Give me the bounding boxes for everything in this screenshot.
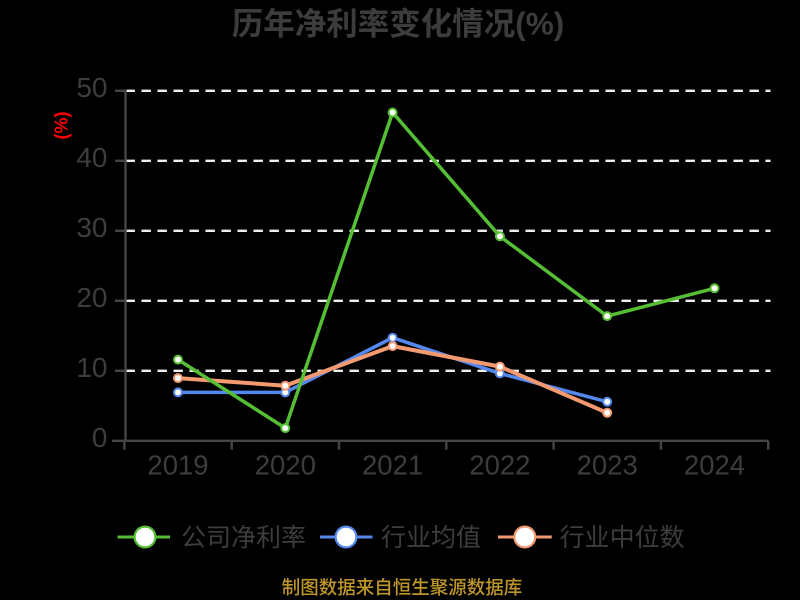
svg-text:制图数据来自恒生聚源数据库: 制图数据来自恒生聚源数据库	[282, 577, 523, 598]
svg-text:30: 30	[76, 212, 107, 243]
svg-text:2019: 2019	[147, 450, 208, 481]
svg-text:(%): (%)	[52, 112, 72, 140]
svg-text:40: 40	[76, 142, 107, 173]
svg-text:2020: 2020	[255, 450, 316, 481]
svg-text:公司净利率: 公司净利率	[181, 524, 306, 552]
svg-text:20: 20	[76, 282, 107, 313]
svg-text:2022: 2022	[469, 450, 530, 481]
svg-text:行业均值: 行业均值	[381, 524, 481, 552]
svg-text:2021: 2021	[362, 450, 423, 481]
svg-text:0: 0	[92, 422, 108, 453]
svg-text:历年净利率变化情况(%): 历年净利率变化情况(%)	[232, 6, 565, 42]
svg-text:行业中位数: 行业中位数	[560, 524, 685, 552]
svg-text:2024: 2024	[684, 450, 745, 481]
svg-text:50: 50	[76, 72, 107, 103]
svg-text:2023: 2023	[577, 450, 638, 481]
svg-text:10: 10	[76, 352, 107, 383]
